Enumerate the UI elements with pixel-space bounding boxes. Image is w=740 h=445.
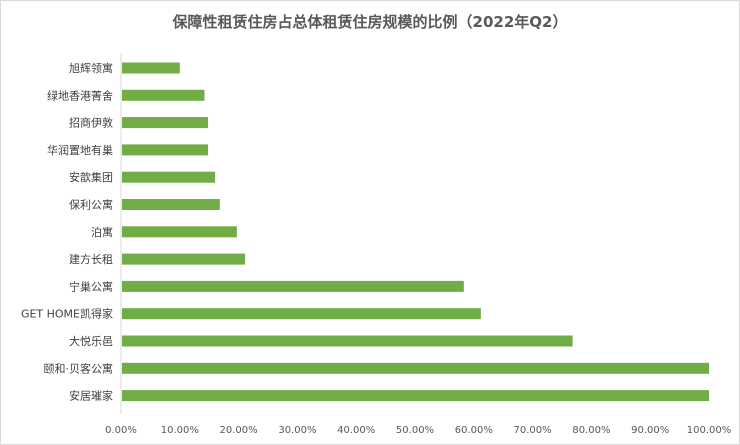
x-tick-label: 80.00% [572,425,610,436]
category-label: 大悦乐邑 [69,334,113,348]
bar [122,89,205,101]
category-label: GET HOME凯得家 [21,307,113,321]
x-tick-label: 30.00% [278,425,316,436]
x-tick-label: 100.00% [687,425,732,436]
bar [122,335,573,347]
category-label: 泊寓 [91,225,113,239]
chart-title: 保障性租赁住房占总体租赁住房规模的比例（2022年Q2） [172,13,568,31]
x-tick-label: 0.00% [105,425,137,436]
bar [122,280,464,292]
bar [122,62,180,74]
category-label: 招商伊敦 [69,116,113,130]
bar [122,226,237,238]
category-label: 宁巢公寓 [69,279,113,293]
x-tick-label: 50.00% [396,425,434,436]
bar [122,171,216,183]
bar [122,308,481,320]
bar [122,199,220,210]
bar [122,362,709,374]
category-label: 安居璀家 [69,389,113,403]
bar [122,390,709,402]
x-tick-label: 60.00% [455,425,493,436]
category-label: 华润置地有巢 [47,143,113,157]
x-tick-label: 90.00% [631,425,669,436]
x-tick-label: 40.00% [337,425,375,436]
x-tick-label: 10.00% [161,425,199,436]
category-label: 绿地香港菁舍 [47,88,113,102]
category-label: 保利公寓 [69,198,113,212]
category-label: 建方长租 [69,252,113,266]
category-label: 旭辉领寓 [69,61,113,75]
category-label: 安歆集团 [69,170,113,184]
x-tick-label: 70.00% [514,425,552,436]
bar [122,117,209,129]
category-label: 颐和·贝客公寓 [44,361,114,375]
bar [122,144,209,156]
bar [122,253,246,265]
x-tick-label: 20.00% [220,425,258,436]
